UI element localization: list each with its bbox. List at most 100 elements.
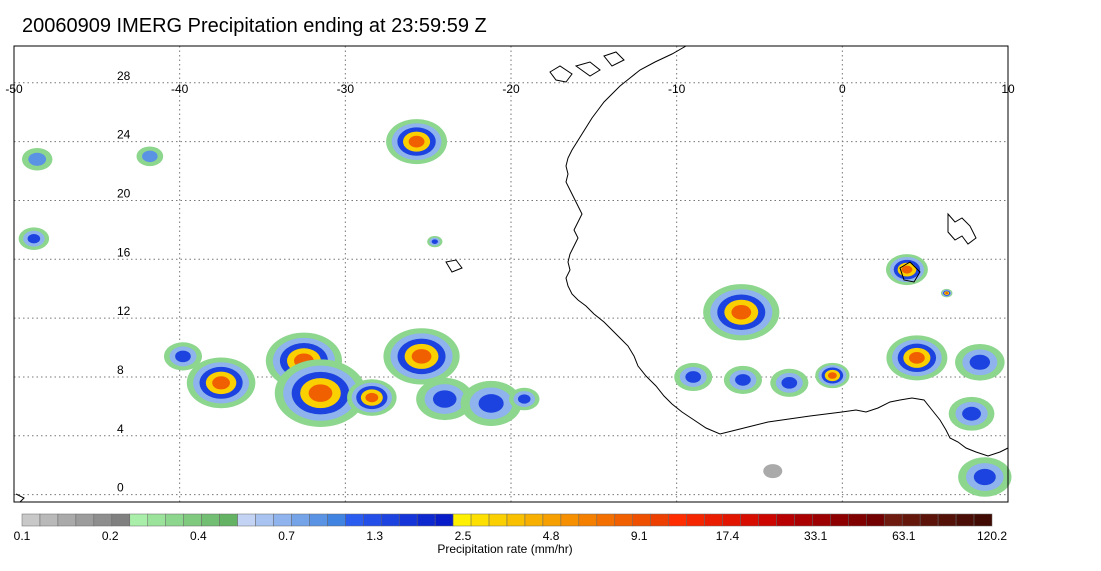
lat-tick-label: 4 (117, 422, 124, 436)
lat-tick-label: 28 (117, 69, 131, 83)
colorbar-swatch (57, 513, 77, 527)
precip-contour (969, 354, 991, 370)
precip-cell (186, 357, 256, 409)
colorbar-swatch (686, 513, 705, 527)
colorbar-swatch (237, 513, 256, 527)
precip-cell (460, 380, 522, 426)
precip-contour (517, 394, 531, 404)
precip-cell (21, 147, 53, 171)
colorbar-swatch (812, 513, 831, 527)
precip-contour (478, 394, 504, 413)
lon-tick-label: 10 (1001, 82, 1015, 96)
precipitation-field (18, 119, 1012, 497)
precip-cell (18, 227, 50, 250)
precip-contour (142, 150, 158, 163)
precip-cell (885, 254, 928, 286)
precip-contour (945, 292, 949, 295)
colorbar-swatch (740, 513, 759, 527)
colorbar-swatch (830, 513, 849, 527)
colorbar-tick-label: 33.1 (804, 529, 828, 543)
lon-tick-label: -40 (171, 82, 189, 96)
precip-contour (962, 406, 981, 421)
precip-cell (886, 335, 948, 381)
map-frame (13, 45, 1009, 503)
colorbar-swatch (75, 513, 95, 527)
lat-tick-label: 0 (117, 481, 124, 495)
colorbar-swatch (93, 513, 113, 527)
colorbar-tick-labels: 0.1 0.2 0.4 0.7 1.3 2.5 4.8 9.1 17.4 33.1 63.1 120.… (14, 529, 1008, 543)
precip-contour (212, 376, 230, 390)
colorbar-swatch (506, 513, 526, 527)
colorbar-swatch (416, 513, 436, 527)
precip-cell (383, 328, 460, 385)
colorbar-tick-label: 1.3 (366, 529, 383, 543)
colorbar-swatch (794, 513, 813, 527)
colorbar-tick-label: 120.2 (977, 529, 1007, 543)
colorbar-tick-label: 0.4 (190, 529, 207, 543)
lon-tick-label: -50 (5, 82, 23, 96)
colorbar (21, 513, 993, 527)
colorbar-swatch (901, 513, 921, 527)
lat-tick-label: 8 (117, 363, 124, 377)
colorbar-swatch (470, 513, 490, 527)
colorbar-swatch (776, 513, 795, 527)
colorbar-swatch (452, 513, 472, 527)
colorbar-swatch (291, 513, 310, 527)
colorbar-swatch (39, 513, 59, 527)
coastline-detail (15, 259, 463, 503)
colorbar-tick-label: 0.2 (102, 529, 119, 543)
precip-contour (411, 349, 432, 364)
colorbar-swatch (848, 513, 867, 527)
colorbar-swatch (758, 513, 777, 527)
precip-contour (763, 464, 783, 479)
colorbar-swatch (578, 513, 598, 527)
precip-contour (731, 304, 752, 320)
precip-contour (685, 371, 702, 383)
colorbar-swatch (650, 513, 669, 527)
colorbar-swatch (147, 513, 166, 527)
precip-contour (901, 265, 913, 274)
lon-tick-label: -20 (502, 82, 520, 96)
precip-cell (815, 362, 850, 389)
colorbar-tick-label: 0.7 (278, 529, 295, 543)
coastline-detail (549, 51, 625, 83)
lon-tick-label: 0 (839, 82, 846, 96)
precip-contour (432, 390, 457, 408)
precip-cell (509, 387, 540, 411)
lon-tick-label: -30 (337, 82, 355, 96)
colorbar-swatch (704, 513, 723, 527)
precip-cell (427, 236, 443, 248)
precip-cell (674, 362, 713, 392)
colorbar-swatch (614, 513, 633, 527)
colorbar-swatch (309, 513, 328, 527)
precip-cell (703, 284, 780, 341)
colorbar-swatch (524, 513, 544, 527)
precip-cell (416, 377, 474, 421)
map-background (14, 46, 1008, 502)
colorbar-swatch (883, 513, 903, 527)
precip-contour (908, 352, 925, 364)
coastline (15, 45, 1009, 503)
colorbar-tick-label: 2.5 (455, 529, 472, 543)
precip-cell (347, 379, 397, 416)
colorbar-swatch (183, 513, 202, 527)
precip-contour (28, 152, 47, 166)
coastline-detail (947, 212, 977, 245)
precip-cell (770, 368, 809, 397)
lon-tick-label: -10 (668, 82, 686, 96)
colorbar-tick-label: 63.1 (892, 529, 916, 543)
colorbar-swatch (596, 513, 616, 527)
colorbar-swatch (219, 513, 238, 527)
colorbar-swatch (542, 513, 562, 527)
colorbar-tick-label: 4.8 (543, 529, 560, 543)
colorbar-swatch (919, 513, 939, 527)
precip-cell (955, 343, 1005, 381)
precip-cell (163, 342, 203, 371)
lat-tick-label: 16 (117, 245, 131, 259)
colorbar-swatch (488, 513, 508, 527)
colorbar-swatch (111, 513, 131, 527)
lat-tick-label: 24 (117, 128, 131, 142)
precip-contour (827, 372, 837, 379)
colorbar-tick-label: 9.1 (631, 529, 648, 543)
